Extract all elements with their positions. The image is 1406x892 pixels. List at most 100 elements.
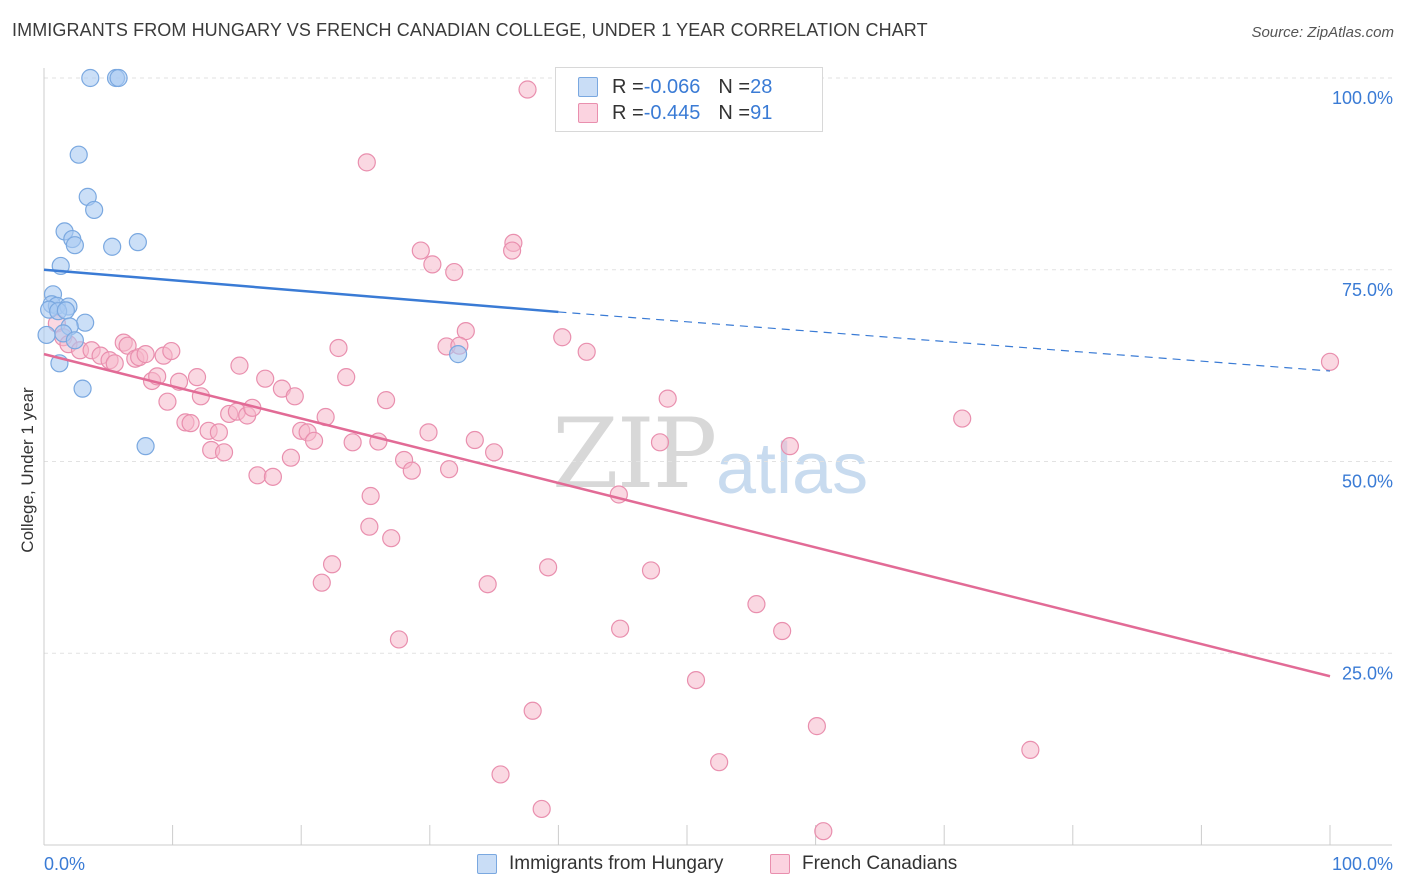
data-point-french bbox=[361, 486, 380, 506]
bottom-legend-french: French Canadians bbox=[770, 852, 957, 876]
data-point-hungary bbox=[136, 437, 155, 456]
data-point-french bbox=[256, 369, 275, 388]
hungary-trend-line bbox=[43, 268, 559, 314]
data-point-french bbox=[209, 423, 228, 442]
hungary-points bbox=[37, 68, 468, 456]
legend-r-label: R = bbox=[612, 101, 644, 124]
data-point-french bbox=[187, 368, 207, 387]
data-point-french bbox=[158, 392, 177, 411]
x-tick-label-min: 0.0% bbox=[44, 854, 85, 874]
data-point-french bbox=[1021, 740, 1040, 759]
data-point-french bbox=[478, 575, 497, 594]
data-point-french bbox=[953, 409, 972, 428]
data-point-french bbox=[322, 555, 342, 574]
french-trend-line bbox=[43, 352, 1331, 678]
data-point-french bbox=[343, 433, 362, 452]
chart-title: IMMIGRANTS FROM HUNGARY VS FRENCH CANADI… bbox=[12, 20, 928, 40]
trend-lines bbox=[43, 268, 1331, 678]
data-point-french bbox=[518, 80, 537, 99]
legend-n-label: N = bbox=[718, 101, 751, 124]
data-point-hungary bbox=[65, 331, 84, 350]
data-point-french bbox=[162, 341, 181, 361]
y-axis-label: College, Under 1 year bbox=[18, 387, 37, 553]
axes bbox=[43, 68, 1392, 846]
data-point-hungary bbox=[128, 233, 147, 252]
data-point-hungary bbox=[448, 345, 468, 364]
data-point-french bbox=[382, 529, 401, 548]
data-point-french bbox=[389, 630, 409, 649]
data-point-hungary bbox=[81, 68, 100, 88]
bottom-legend-hungary: Immigrants from Hungary bbox=[477, 852, 723, 876]
y-tick-label: 50.0% bbox=[1342, 472, 1393, 492]
data-point-hungary bbox=[103, 237, 122, 256]
data-point-french bbox=[491, 765, 510, 784]
y-tick-label: 25.0% bbox=[1342, 663, 1393, 683]
data-point-french bbox=[485, 443, 504, 462]
data-point-french bbox=[312, 573, 331, 592]
data-point-french bbox=[577, 342, 596, 361]
legend-n-label: N = bbox=[718, 75, 751, 98]
data-point-french bbox=[337, 368, 356, 387]
data-point-french bbox=[214, 443, 234, 462]
data-point-hungary bbox=[56, 301, 75, 320]
data-point-french bbox=[304, 431, 324, 450]
data-point-french bbox=[230, 356, 249, 375]
data-point-french bbox=[445, 262, 464, 282]
hungary-trend-extension bbox=[558, 311, 1331, 372]
legend-r-value: -0.066 bbox=[643, 75, 701, 98]
data-point-french bbox=[553, 328, 572, 347]
data-point-french bbox=[650, 433, 670, 452]
data-point-french bbox=[807, 717, 826, 736]
data-point-french bbox=[465, 430, 484, 450]
source-label: Source: ZipAtlas.com bbox=[1251, 24, 1394, 41]
data-point-french bbox=[329, 338, 348, 358]
data-point-french bbox=[357, 153, 376, 172]
data-point-french bbox=[360, 517, 379, 536]
french-legend-swatch bbox=[770, 854, 790, 874]
legend-n-value: 28 bbox=[750, 75, 773, 98]
data-point-french bbox=[281, 448, 301, 467]
data-point-french bbox=[539, 558, 558, 577]
french-swatch bbox=[578, 103, 598, 123]
data-point-french bbox=[136, 345, 155, 364]
data-point-french bbox=[248, 466, 267, 485]
data-point-french bbox=[376, 391, 396, 410]
data-point-hungary bbox=[85, 200, 104, 220]
data-point-french bbox=[532, 799, 551, 819]
hungary-legend-label: Immigrants from Hungary bbox=[509, 853, 724, 874]
data-point-french bbox=[181, 414, 200, 433]
watermark-zip: ZIP bbox=[552, 398, 717, 510]
data-point-french bbox=[686, 670, 706, 690]
data-point-french bbox=[503, 241, 522, 260]
data-point-french bbox=[191, 387, 210, 406]
hungary-legend-swatch bbox=[477, 854, 497, 874]
x-tick-label-max: 100.0% bbox=[1332, 854, 1393, 874]
french-legend-label: French Canadians bbox=[802, 853, 958, 874]
data-point-french bbox=[1320, 352, 1340, 371]
data-point-french bbox=[402, 461, 421, 480]
data-point-hungary bbox=[76, 313, 95, 332]
data-point-french bbox=[780, 437, 799, 456]
data-point-hungary bbox=[109, 68, 128, 88]
data-point-french bbox=[263, 467, 283, 486]
data-point-french bbox=[611, 619, 630, 638]
data-point-hungary bbox=[65, 236, 84, 255]
data-point-french bbox=[814, 822, 833, 841]
legend-n-value: 91 bbox=[750, 101, 773, 124]
data-point-french bbox=[710, 753, 729, 772]
data-point-french bbox=[423, 255, 442, 274]
data-point-french bbox=[658, 389, 677, 408]
french-canadians-points bbox=[47, 80, 1340, 841]
data-point-french bbox=[439, 460, 459, 479]
data-point-french bbox=[419, 423, 438, 442]
data-point-hungary bbox=[73, 379, 92, 398]
y-tick-label: 75.0% bbox=[1342, 280, 1393, 300]
data-point-french bbox=[747, 595, 766, 614]
data-point-french bbox=[641, 561, 661, 580]
legend-r-label: R = bbox=[612, 75, 644, 98]
data-point-hungary bbox=[69, 145, 88, 164]
data-point-french bbox=[773, 621, 792, 641]
data-point-french bbox=[411, 241, 430, 260]
hungary-swatch bbox=[578, 77, 598, 97]
legend-row-hungary: R = -0.066 N = 28 bbox=[578, 75, 772, 99]
